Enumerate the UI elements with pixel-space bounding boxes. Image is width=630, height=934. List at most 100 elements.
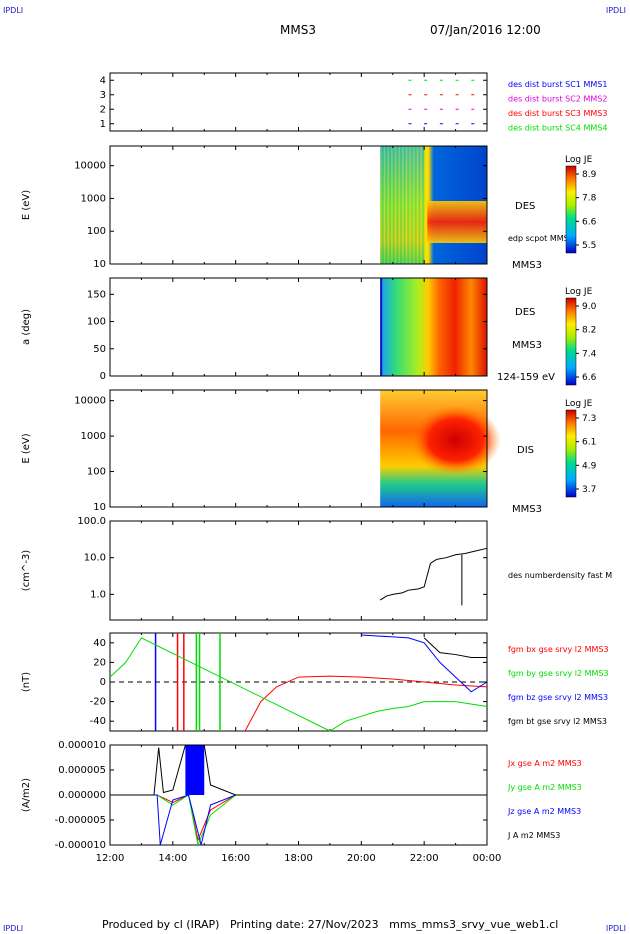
- des-spectrogram-stripe: [407, 146, 409, 264]
- field-series-line: [361, 634, 488, 693]
- des-spectrogram-stripe: [400, 146, 403, 264]
- des-spectrogram-stripe: [415, 146, 418, 264]
- colorbar-title-2: Log JE: [565, 287, 593, 297]
- des-spectrogram-stripe: [387, 146, 390, 264]
- y-tick-label: 150: [87, 289, 106, 300]
- y-tick-label: 100.0: [77, 516, 106, 527]
- current-series-line: [110, 794, 487, 846]
- des-spectrogram-stripe: [402, 146, 404, 264]
- y-tick-label: 4: [100, 75, 106, 86]
- des-spectrogram-stripe: [403, 146, 405, 264]
- dis-spectrogram-hot: [410, 405, 501, 475]
- colorbar-tick-label: 6.6: [582, 373, 597, 383]
- des-spectrogram-stripe: [392, 146, 394, 264]
- y-axis-label: (cm^-3): [21, 550, 32, 591]
- y-axis-label: E (eV): [21, 433, 32, 463]
- side-label: DIS: [517, 445, 534, 456]
- y-tick-label: -0.000010: [55, 840, 106, 851]
- corner-label-bottom-left: IPDLI: [3, 924, 24, 933]
- y-tick-label: 1: [100, 119, 106, 130]
- burst-legend-entry: des dist burst SC4 MMS4: [508, 124, 607, 133]
- y-tick-label: 0: [100, 677, 106, 688]
- series-legend-entry: fgm bz gse srvy l2 MMS3: [508, 693, 608, 702]
- colorbar-3: [565, 409, 577, 498]
- y-tick-label: -40: [90, 716, 106, 727]
- y-tick-label: 0: [100, 371, 106, 382]
- y-axis-label: a (deg): [21, 309, 32, 345]
- series-legend-entry: fgm bt gse srvy l2 MMS3: [508, 717, 607, 726]
- des-spectrogram-stripe: [405, 146, 408, 264]
- colorbar-tick-label: 8.9: [582, 170, 597, 180]
- side-label: MMS3: [512, 260, 542, 271]
- y-tick-label: 20: [93, 657, 106, 668]
- panel-density-frame: [109, 520, 488, 621]
- colorbar-tick-label: 7.3: [582, 414, 596, 424]
- des-spectrogram-stripe: [411, 146, 414, 264]
- des-spectrogram-early: [380, 146, 425, 264]
- colorbar-tick-label: 7.8: [582, 194, 597, 204]
- des-spectrogram-stripe: [386, 146, 388, 264]
- y-tick-label: 0.000010: [58, 740, 106, 751]
- y-tick-label: 10: [93, 502, 106, 513]
- colorbar-tick-label: 4.9: [582, 461, 597, 471]
- current-burst-block: [185, 745, 205, 795]
- side-label: DES: [515, 201, 535, 212]
- field-series-line: [109, 637, 488, 732]
- y-tick-label: 10: [93, 259, 106, 270]
- y-tick-label: 100: [87, 317, 106, 328]
- des-spectrogram-stripe: [380, 146, 382, 264]
- series-legend-entry: fgm by gse srvy l2 MMS3: [508, 669, 609, 678]
- y-tick-label: 100: [87, 226, 106, 237]
- colorbar-1: [565, 165, 577, 254]
- y-tick-label: 0.000005: [58, 765, 106, 776]
- des-spectrogram-stripe: [396, 146, 398, 264]
- des-spectrogram-stripe: [416, 146, 419, 264]
- colorbar-2: [565, 297, 577, 386]
- y-tick-label: 10000: [74, 396, 106, 407]
- panel-burst-frame: [109, 72, 488, 132]
- des-spectrogram-band: [427, 201, 487, 243]
- side-label: edp scpot MMS3: [508, 234, 574, 243]
- current-series-line: [110, 744, 487, 796]
- series-legend-entry: des numberdensity fast M: [508, 571, 612, 580]
- y-tick-label: 1.0: [90, 589, 106, 600]
- des-spectrogram-stripe: [409, 146, 412, 264]
- datetime-title: 07/Jan/2016 12:00: [430, 23, 541, 37]
- y-tick-label: 1000: [81, 193, 106, 204]
- des-spectrogram-stripe: [413, 146, 415, 264]
- y-tick-label: 1000: [81, 431, 106, 442]
- des-spectrogram-stripe: [420, 146, 423, 264]
- y-axis-label: E (eV): [21, 190, 32, 220]
- burst-legend-entry: des dist burst SC2 MMS2: [508, 95, 607, 104]
- corner-label-top-left: IPDLI: [3, 6, 24, 15]
- des-spectrogram-stripe: [383, 146, 386, 264]
- y-tick-label: 10.0: [84, 553, 106, 564]
- side-label: MMS3: [512, 340, 542, 351]
- x-tick-label: 00:00: [473, 853, 502, 864]
- series-legend-entry: J A m2 MMS3: [507, 831, 560, 840]
- field-series-line: [423, 637, 487, 658]
- des-spectrogram-stripe: [399, 146, 402, 264]
- colorbar-tick-label: 3.7: [582, 485, 596, 495]
- des-spectrogram-stripe: [397, 146, 399, 264]
- des-spectrogram-stripe: [391, 146, 393, 264]
- y-tick-label: -20: [90, 697, 106, 708]
- des-spectrogram-stripe: [388, 146, 391, 264]
- y-axis-label: (A/m2): [21, 778, 32, 812]
- series-legend-entry: Jx gse A m2 MMS3: [507, 759, 582, 768]
- colorbar-tick-label: 9.0: [582, 302, 597, 312]
- des-spectrogram-stripe: [385, 146, 387, 264]
- colorbar-tick-label: 6.1: [582, 438, 596, 448]
- x-tick-label: 20:00: [347, 853, 376, 864]
- series-legend-entry: Jz gse A m2 MMS3: [507, 807, 581, 816]
- des-spectrogram-stripe: [394, 146, 397, 264]
- des-spectrogram-stripe: [381, 146, 383, 264]
- y-axis-label: (nT): [21, 672, 32, 692]
- current-series-line: [110, 794, 487, 847]
- des-spectrogram-stripe: [398, 146, 401, 264]
- side-label: MMS3: [512, 504, 542, 515]
- des-spectrogram-stripe: [421, 146, 424, 264]
- des-spectrogram-stripe: [389, 146, 392, 264]
- des-spectrogram-stripe: [408, 146, 410, 264]
- y-tick-label: 10000: [74, 161, 106, 172]
